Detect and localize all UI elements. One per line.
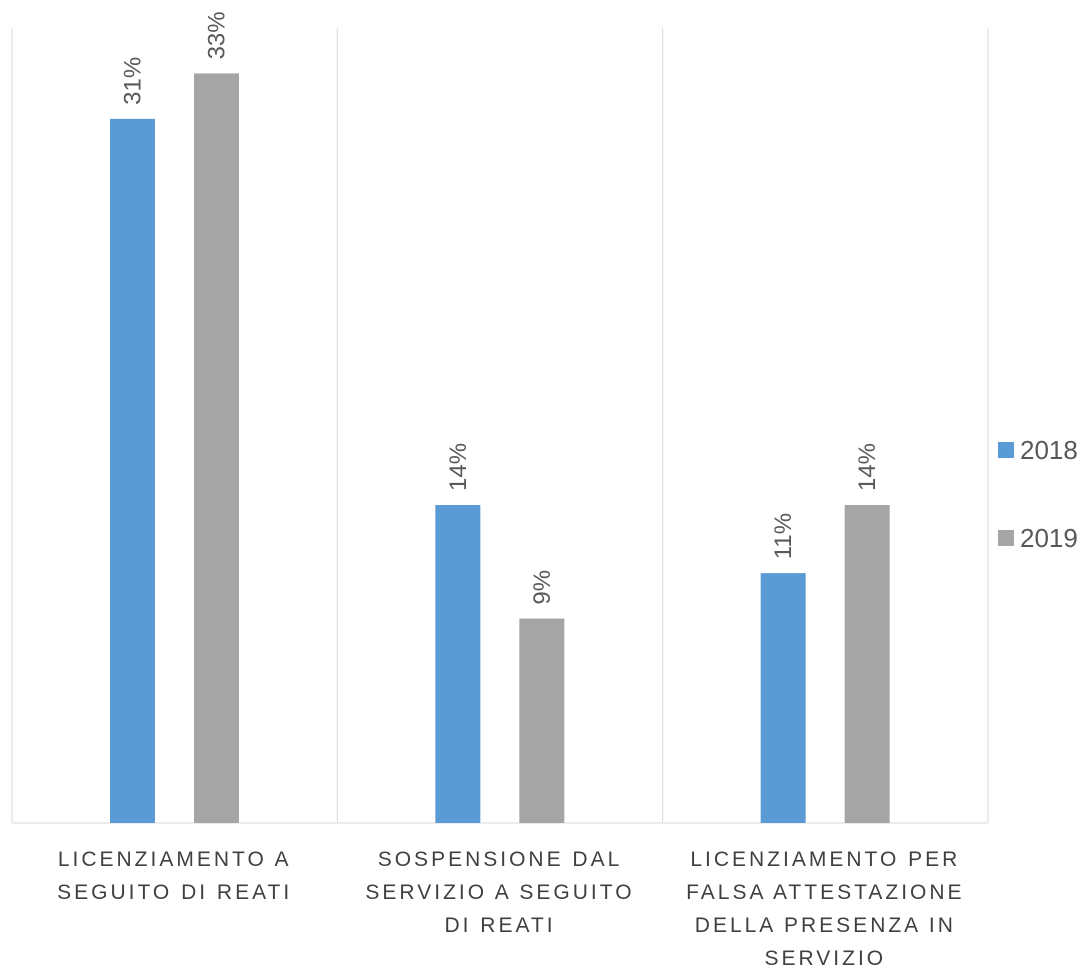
data-label-2019-1: 9% bbox=[529, 570, 556, 605]
category-label-line: DI REATI bbox=[444, 914, 556, 937]
data-label-2018-1: 14% bbox=[445, 443, 472, 491]
category-label-2: LICENZIAMENTO PER FALSA ATTESTAZIONE DELLA… bbox=[665, 843, 985, 975]
data-label-2019-0: 33% bbox=[204, 11, 231, 59]
data-label-2018-2: 11% bbox=[770, 513, 797, 559]
category-label-line: LICENZIAMENTO A bbox=[57, 848, 292, 871]
category-label-line: FALSA ATTESTAZIONE bbox=[686, 881, 965, 904]
category-label-line: LICENZIAMENTO PER bbox=[690, 848, 961, 871]
data-label-2018-0: 31% bbox=[120, 57, 147, 105]
legend-item-2018: 2018 bbox=[998, 430, 1078, 470]
category-label-1: SOSPENSIONE DAL SERVIZIO A SEGUITO DI REAT… bbox=[340, 843, 660, 942]
category-label-line: SOSPENSIONE DAL bbox=[377, 848, 623, 871]
category-label-line: SERVIZIO bbox=[764, 947, 887, 970]
legend-swatch-2019 bbox=[998, 530, 1014, 546]
category-label-0: LICENZIAMENTO A SEGUITO DI REATI bbox=[15, 843, 335, 909]
legend-item-2019: 2019 bbox=[998, 518, 1078, 558]
legend-label-2019: 2019 bbox=[1020, 522, 1078, 553]
legend-swatch-2018 bbox=[998, 442, 1014, 458]
category-label-line: SERVIZIO A SEGUITO bbox=[365, 881, 635, 904]
bar-2019-1 bbox=[519, 618, 565, 823]
data-label-2019-2: 14% bbox=[854, 443, 881, 491]
category-label-line: SEGUITO DI REATI bbox=[57, 881, 293, 904]
bar-2018-0 bbox=[110, 118, 155, 824]
legend: 2018 2019 bbox=[998, 430, 1078, 606]
category-label-line: DELLA PRESENZA IN bbox=[694, 914, 956, 937]
bar-2019-0 bbox=[194, 73, 239, 823]
bar-2018-1 bbox=[435, 505, 481, 823]
bar-2019-2 bbox=[844, 505, 890, 823]
legend-label-2018: 2018 bbox=[1020, 434, 1078, 465]
bar-2018-2 bbox=[760, 573, 806, 823]
